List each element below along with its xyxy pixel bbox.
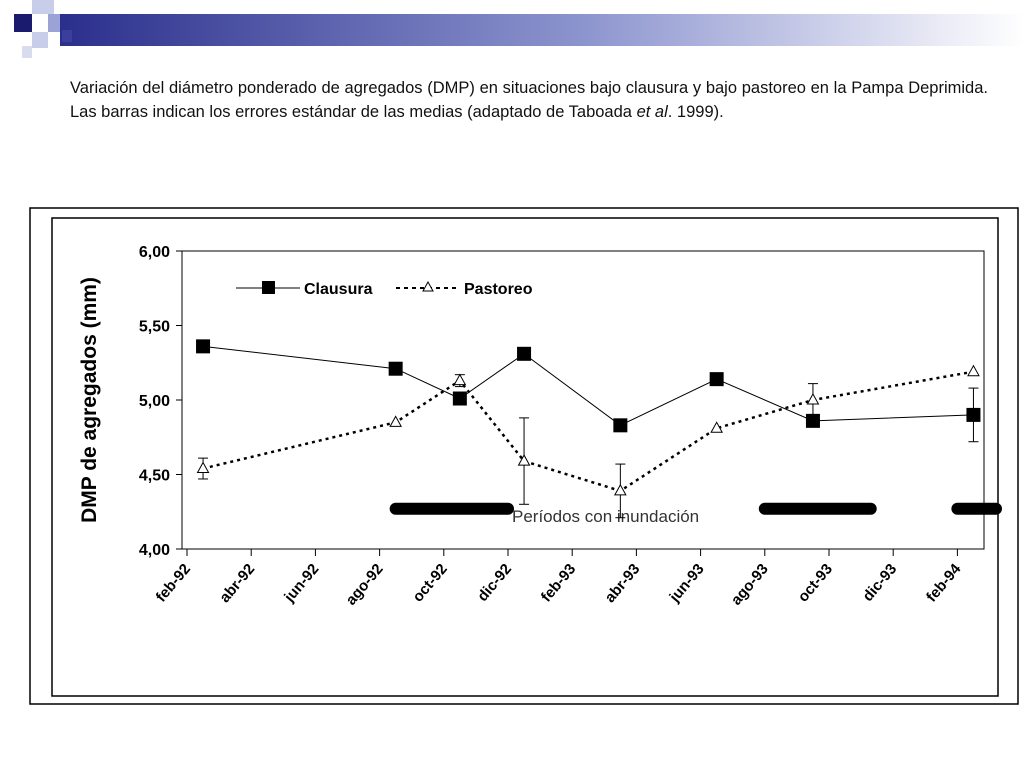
banner-square-light-b (32, 32, 48, 48)
banner-square-light-a (32, 0, 54, 14)
y-tick-label: 4,00 (139, 542, 170, 559)
data-point-clausura (196, 339, 211, 354)
banner-gradient-bar (60, 14, 1024, 46)
y-tick-label: 6,00 (139, 244, 170, 261)
legend-clausura-marker (262, 281, 275, 294)
x-tick-label: ago-93 (728, 561, 772, 609)
x-tick-label: ago-92 (343, 561, 387, 609)
slide-banner (14, 0, 1024, 58)
caption-tail: . 1999). (667, 103, 724, 121)
x-tick-label: dic-93 (859, 561, 900, 605)
data-point-pastoreo (389, 415, 402, 427)
chart-outer-frame (29, 207, 1019, 705)
x-tick-label: jun-93 (666, 561, 708, 607)
x-tick-label: jun-92 (280, 561, 322, 607)
x-tick-label: oct-92 (409, 561, 450, 606)
caption-text: Variación del diámetro ponderado de agre… (70, 79, 988, 121)
banner-square-dark (14, 14, 32, 32)
y-tick-label: 4,50 (139, 468, 170, 485)
data-point-clausura (517, 346, 532, 361)
x-tick-label: feb-92 (153, 561, 194, 606)
y-axis: 4,00 4,50 5,00 5,50 6,00 (139, 244, 182, 559)
figure-caption: Variación del diámetro ponderado de agre… (70, 76, 988, 124)
x-axis: feb-92 abr-92 jun-92 ago-92 oct-92 dic-92 feb-… (153, 549, 965, 609)
y-axis-label: DMP de agregados (mm) (78, 277, 101, 523)
data-point-clausura (966, 407, 981, 422)
data-point-clausura (613, 418, 628, 433)
series-line-pastoreo (202, 370, 974, 493)
x-tick-label: feb-94 (923, 560, 965, 605)
x-tick-label: oct-93 (795, 561, 836, 606)
data-point-pastoreo (806, 392, 820, 405)
banner-square-dark-b (62, 30, 72, 42)
data-point-pastoreo (196, 461, 210, 474)
y-tick-label: 5,50 (139, 319, 170, 336)
legend-clausura-label: Clausura (304, 281, 373, 298)
data-point-pastoreo (517, 454, 531, 466)
flood-label: Períodos con inundación (512, 507, 699, 526)
legend-pastoreo-label: Pastoreo (464, 281, 533, 298)
data-point-clausura (388, 361, 403, 376)
banner-square-small (22, 46, 32, 58)
series-line-clausura (202, 345, 974, 426)
series-layer (196, 339, 981, 519)
chart-inner-frame (51, 217, 999, 697)
x-tick-label: dic-92 (474, 561, 515, 605)
data-point-clausura (452, 391, 467, 406)
legend: Clausura Pastoreo (236, 280, 533, 298)
banner-square-mid (48, 14, 60, 32)
data-point-clausura (805, 413, 820, 428)
x-tick-label: abr-92 (216, 561, 258, 606)
data-point-pastoreo (967, 364, 980, 377)
data-point-pastoreo (614, 483, 627, 496)
x-tick-label: feb-93 (538, 561, 579, 606)
x-tick-label: abr-93 (601, 561, 643, 606)
y-tick-label: 5,00 (139, 393, 170, 410)
caption-italic: et al (636, 103, 668, 121)
legend-pastoreo-marker (422, 280, 434, 292)
data-point-pastoreo (453, 373, 467, 386)
data-point-clausura (709, 372, 724, 387)
data-point-pastoreo (710, 421, 723, 433)
